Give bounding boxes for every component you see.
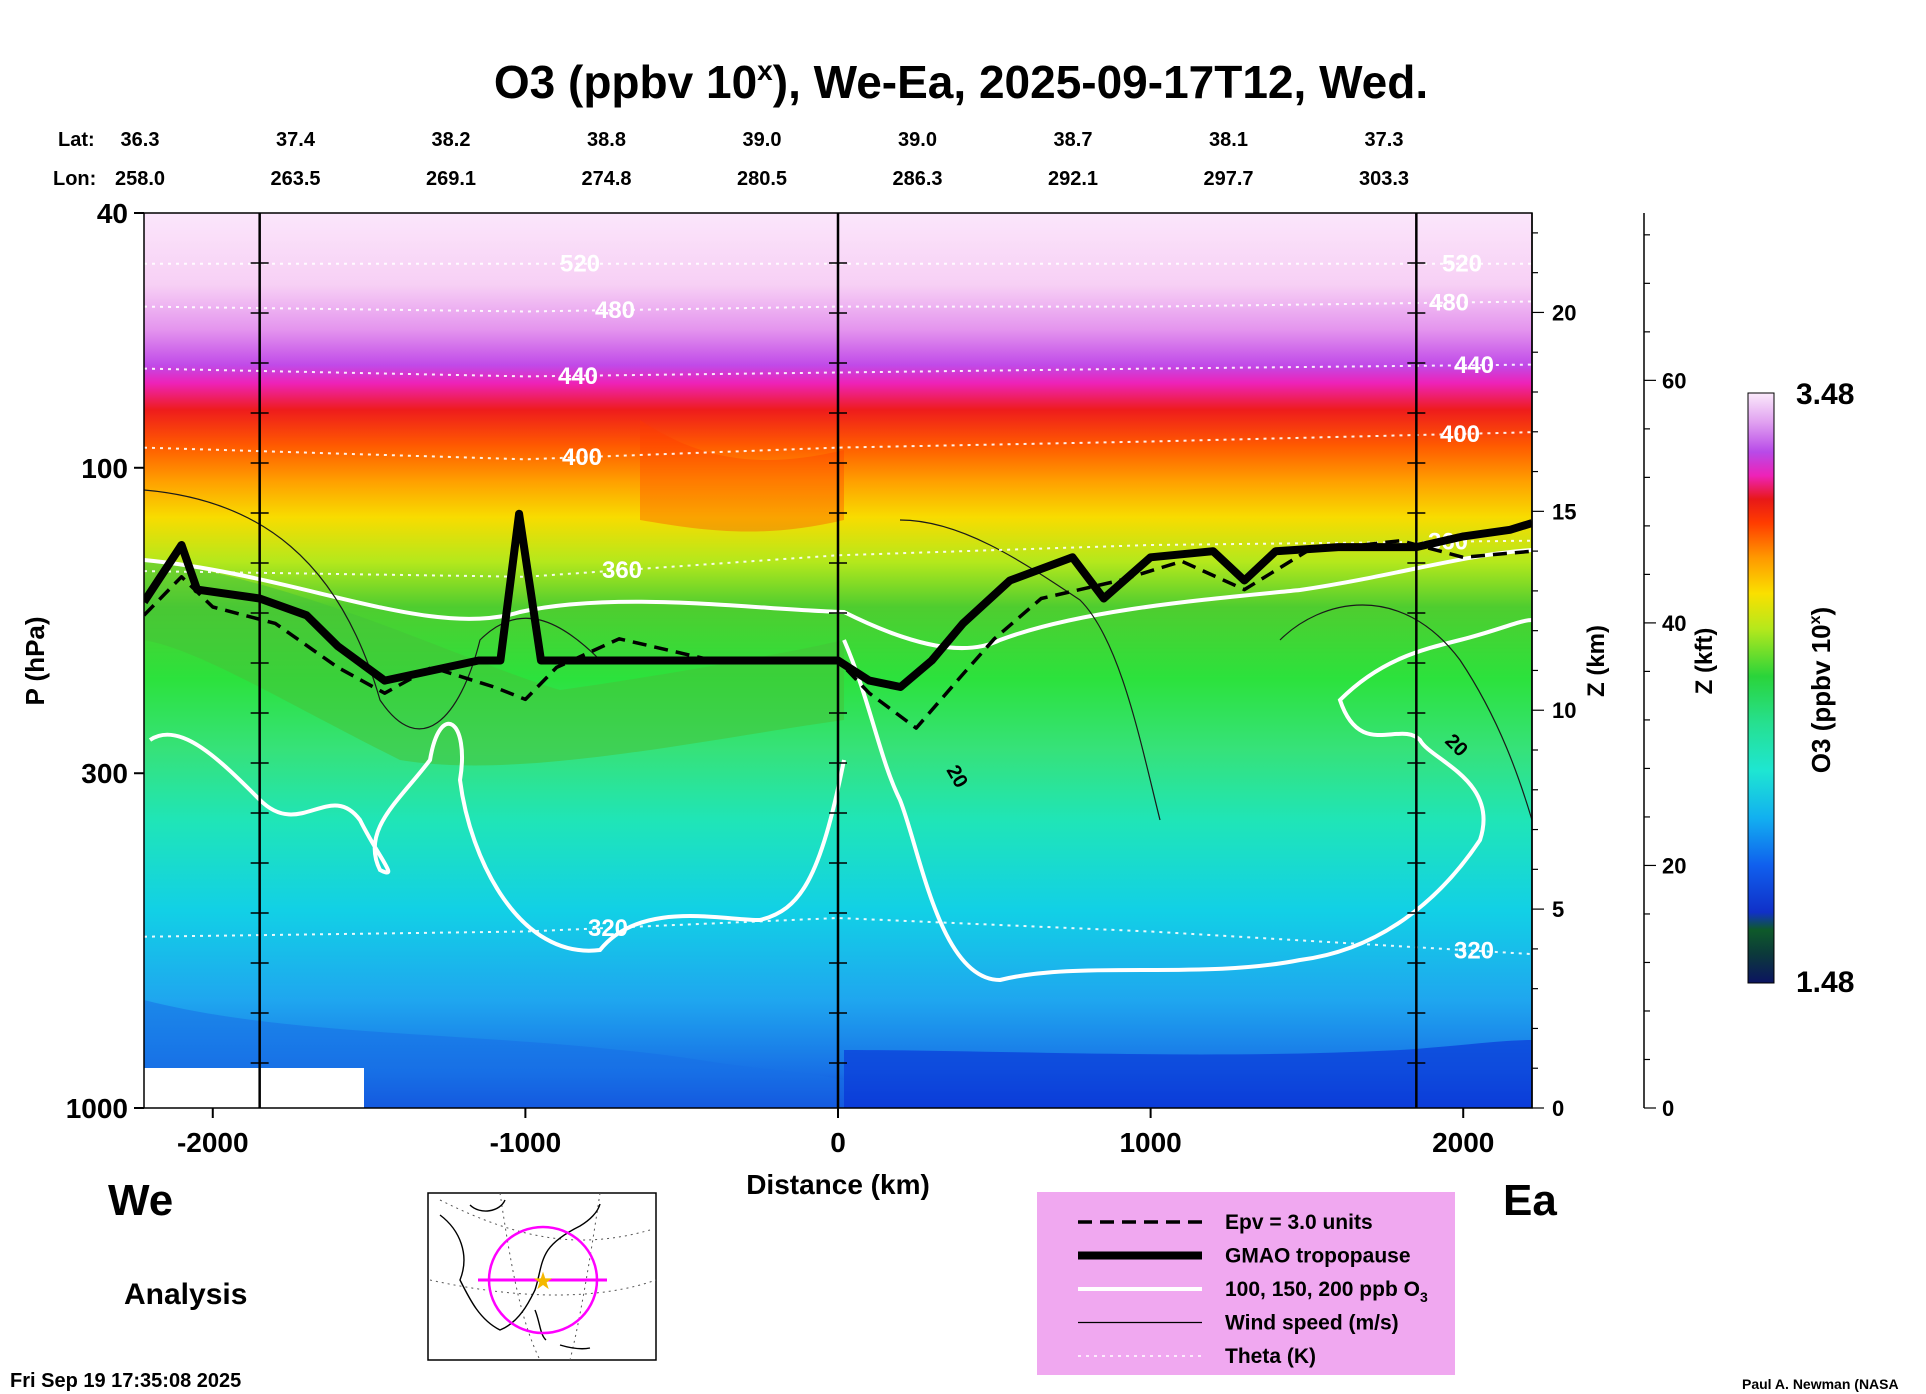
z-km-tick-label: 10 — [1552, 698, 1576, 723]
theta-label: 320 — [1454, 938, 1494, 965]
lat-value: 38.7 — [1054, 129, 1093, 151]
tropopause-line — [144, 509, 1532, 691]
credit: Paul A. Newman (NASA — [1742, 1376, 1899, 1392]
lat-value: 38.2 — [432, 129, 471, 151]
x-tick-label: 1000 — [1119, 1127, 1181, 1158]
lon-value: 269.1 — [426, 168, 476, 190]
lat-value: 37.4 — [276, 129, 316, 151]
z-kft-tick-label: 0 — [1662, 1096, 1674, 1121]
analysis-label: Analysis — [124, 1278, 247, 1311]
west-end-label: We — [108, 1176, 173, 1225]
legend-label: Theta (K) — [1225, 1345, 1316, 1368]
theta-label: 520 — [560, 251, 600, 278]
z-kft-axis-title: Z (kft) — [1691, 628, 1718, 695]
z-kft-tick-label: 40 — [1662, 611, 1686, 636]
longitude-row: 258.0 263.5 269.1 274.8 280.5 286.3 292.1 297.7… — [115, 168, 1409, 190]
ozone-contour-west — [148, 721, 846, 953]
timestamp: Fri Sep 19 17:35:08 2025 — [10, 1370, 241, 1392]
lon-value: 303.3 — [1359, 168, 1409, 190]
z-kft-tick-label: 60 — [1662, 368, 1686, 393]
theta-label: 400 — [1440, 421, 1480, 448]
theta-label: 480 — [595, 297, 635, 324]
lat-label: Lat: — [58, 129, 95, 151]
lat-value: 37.3 — [1365, 129, 1404, 151]
map-coastline — [439, 1199, 601, 1350]
lon-value: 286.3 — [892, 168, 942, 190]
lon-value: 274.8 — [581, 168, 631, 190]
lat-value: 36.3 — [121, 129, 160, 151]
theta-label: 440 — [558, 363, 598, 390]
inset-map: ★ — [427, 1192, 657, 1361]
x-tick-label: -1000 — [490, 1127, 562, 1158]
theta-label: 440 — [1454, 352, 1494, 379]
legend-label: Wind speed (m/s) — [1225, 1312, 1399, 1335]
x-axis-title: Distance (km) — [746, 1169, 930, 1200]
z-kft-axis: 0 20 40 60 — [1643, 213, 1686, 1121]
wind-contour — [144, 489, 1532, 821]
y-tick-label: 300 — [81, 758, 128, 789]
ozone-contour-tropopause — [144, 548, 1532, 651]
z-kft-tick-label: 20 — [1662, 853, 1686, 878]
theta-label: 520 — [1442, 251, 1482, 278]
legend-label: 100, 150, 200 ppb O3 — [1225, 1278, 1428, 1305]
colorbar-min-label: 1.48 — [1796, 966, 1854, 999]
section-markers — [250, 213, 1426, 1108]
lat-value: 38.1 — [1209, 129, 1248, 151]
lat-value: 38.8 — [587, 129, 626, 151]
high-ozone-west-band — [640, 420, 844, 532]
east-end-label: Ea — [1503, 1176, 1557, 1225]
x-tick-label: 2000 — [1432, 1127, 1494, 1158]
colorbar-title: O3 (ppbv 10x) — [1806, 607, 1836, 773]
missing-data-surface-west — [144, 1068, 364, 1108]
z-km-tick-label: 15 — [1552, 499, 1576, 524]
chart-title: O3 (ppbv 10x), We-Ea, 2025-09-17T12, Wed… — [494, 55, 1428, 108]
distance-axis: -2000 -1000 0 1000 2000 — [177, 1108, 1494, 1158]
ozone-contour-east — [842, 618, 1532, 983]
lon-value: 280.5 — [737, 168, 787, 190]
lon-value: 263.5 — [270, 168, 320, 190]
y-tick-label: 40 — [97, 198, 128, 229]
theta-label: 360 — [602, 557, 642, 584]
x-tick-label: -2000 — [177, 1127, 249, 1158]
lon-value: 292.1 — [1048, 168, 1098, 190]
map-star-icon: ★ — [532, 1267, 554, 1295]
theta-label: 400 — [562, 444, 602, 471]
legend-label: Epv = 3.0 units — [1225, 1211, 1373, 1234]
colorbar — [1747, 392, 1775, 984]
z-km-axis: 0 5 10 15 20 — [1531, 213, 1576, 1121]
latitude-row: 36.3 37.4 38.2 38.8 39.0 39.0 38.7 38.1 37.3 — [121, 129, 1404, 151]
z-km-tick-label: 20 — [1552, 300, 1576, 325]
lon-value: 297.7 — [1203, 168, 1253, 190]
y-tick-label: 100 — [81, 453, 128, 484]
lon-value: 258.0 — [115, 168, 165, 190]
z-km-axis-title: Z (km) — [1583, 625, 1610, 697]
pressure-axis: 40 100 300 1000 — [66, 198, 144, 1124]
theta-label: 480 — [1429, 290, 1469, 317]
lat-value: 39.0 — [743, 129, 782, 151]
low-ozone-surface-east — [844, 1040, 1532, 1108]
theta-label: 320 — [588, 915, 628, 942]
lat-value: 39.0 — [898, 129, 937, 151]
colorbar-max-label: 3.48 — [1796, 378, 1854, 411]
y-axis-title: P (hPa) — [20, 616, 50, 705]
z-km-tick-label: 5 — [1552, 897, 1564, 922]
z-km-tick-label: 0 — [1552, 1096, 1564, 1121]
y-tick-label: 1000 — [66, 1093, 128, 1124]
legend-label: GMAO tropopause — [1225, 1245, 1411, 1268]
legend: Epv = 3.0 units GMAO tropopause 100, 150, … — [1037, 1192, 1455, 1375]
stratospheric-intrusion-band — [144, 560, 844, 766]
lon-label: Lon: — [53, 168, 96, 190]
x-tick-label: 0 — [830, 1127, 846, 1158]
map-graticule — [429, 1192, 657, 1361]
